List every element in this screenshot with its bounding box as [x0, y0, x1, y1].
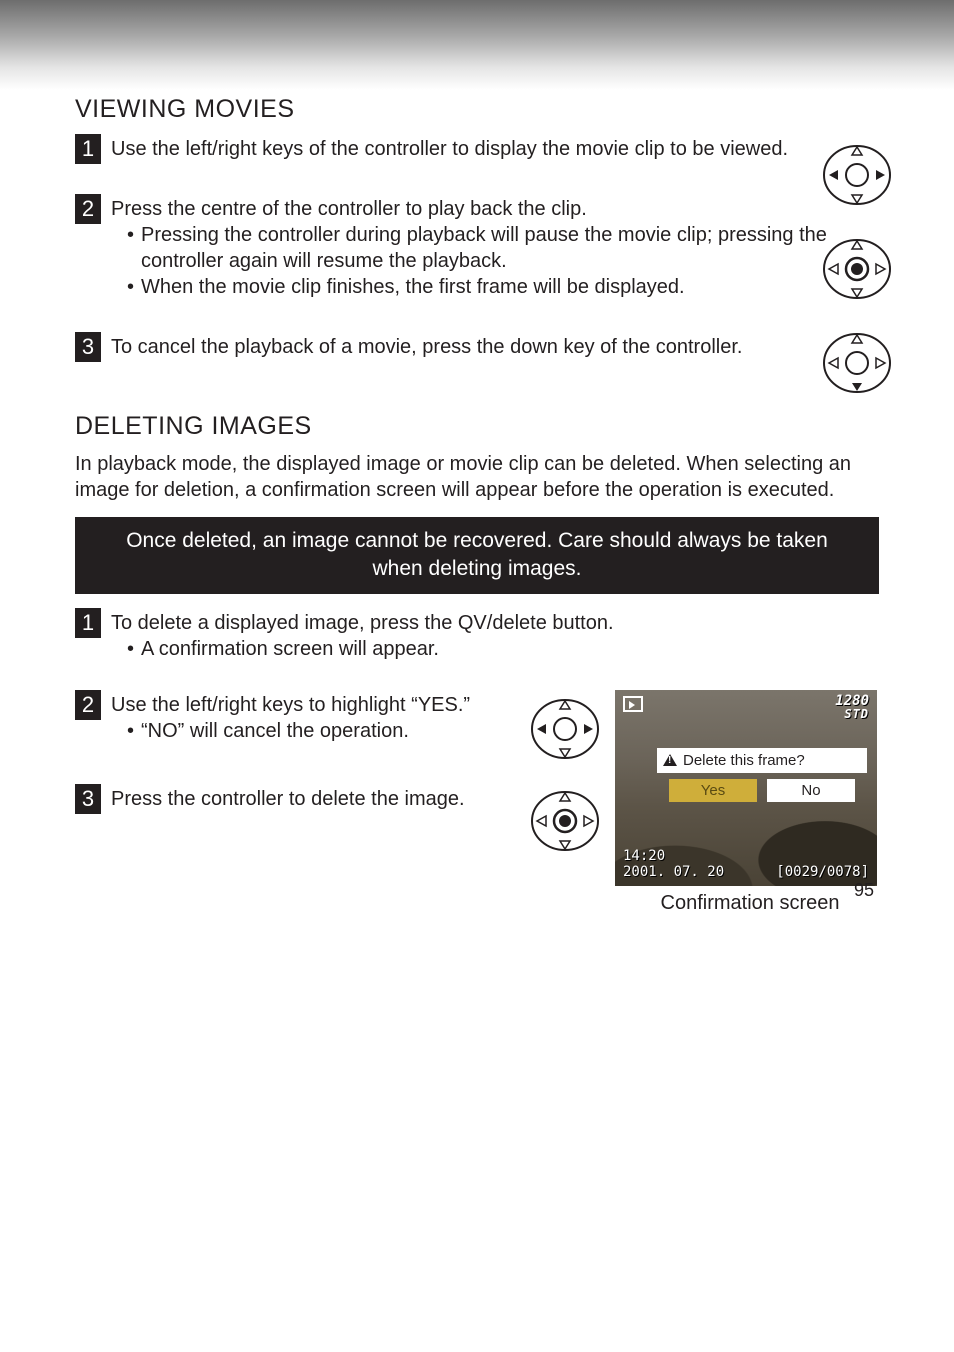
step-bullets: A confirmation screen will appear. — [111, 636, 879, 662]
step-number: 1 — [75, 608, 101, 638]
lcd-bottom-left: 14:20 2001. 07. 20 — [623, 848, 724, 880]
step-body: Use the left/right keys to highlight “YE… — [111, 690, 515, 744]
confirmation-screen-column: 1280 STD Delete this frame? Yes No 14:20 — [615, 690, 885, 915]
section-heading-deleting: DELETING IMAGES — [75, 412, 879, 441]
delete-dialog: Delete this frame? Yes No — [657, 748, 867, 802]
delete-steps-column: 2 Use the left/right keys to highlight “… — [75, 690, 515, 832]
lcd-date: 2001. 07. 20 — [623, 864, 724, 880]
bullet: Pressing the controller during playback … — [127, 222, 879, 274]
controller-leftright-icon — [822, 140, 892, 210]
step-row: 1 Use the left/right keys of the control… — [75, 134, 879, 164]
step-row: 2 Use the left/right keys to highlight “… — [75, 690, 515, 744]
step-row: 3 To cancel the playback of a movie, pre… — [75, 332, 879, 362]
screen-caption: Confirmation screen — [615, 892, 885, 915]
dialog-no-button[interactable]: No — [767, 779, 855, 802]
section-heading-viewing: VIEWING MOVIES — [75, 95, 879, 124]
dialog-buttons: Yes No — [657, 779, 867, 802]
bullet: “NO” will cancel the operation. — [127, 718, 515, 744]
lcd-time: 14:20 — [623, 848, 724, 864]
lcd-top-right: 1280 STD — [835, 694, 869, 721]
step-bullets: “NO” will cancel the operation. — [111, 718, 515, 744]
step-row: 3 Press the controller to delete the ima… — [75, 784, 515, 814]
bullet: A confirmation screen will appear. — [127, 636, 879, 662]
step-number: 3 — [75, 332, 101, 362]
quality-label: STD — [835, 708, 869, 721]
controller-icons-column — [822, 140, 892, 398]
step-bullets: Pressing the controller during playback … — [111, 222, 879, 300]
step-body: To delete a displayed image, press the Q… — [111, 608, 879, 662]
warning-box: Once deleted, an image cannot be recover… — [75, 517, 879, 594]
intro-paragraph: In playback mode, the displayed image or… — [75, 451, 879, 503]
controller-leftright-icon — [530, 694, 600, 764]
warning-icon — [663, 754, 677, 766]
step-text: To cancel the playback of a movie, press… — [111, 332, 879, 360]
step-text: Use the left/right keys to highlight “YE… — [111, 694, 470, 716]
delete-lower-row: 2 Use the left/right keys to highlight “… — [75, 690, 879, 915]
controller-center-icon — [530, 786, 600, 856]
page-content: VIEWING MOVIES 1 Use the left/right keys… — [0, 90, 954, 915]
bullet: When the movie clip finishes, the first … — [127, 274, 879, 300]
controller-down-icon — [822, 328, 892, 398]
confirmation-screen: 1280 STD Delete this frame? Yes No 14:20 — [615, 690, 877, 886]
step-row: 1 To delete a displayed image, press the… — [75, 608, 879, 662]
step-number: 3 — [75, 784, 101, 814]
step-number: 2 — [75, 690, 101, 720]
step-text: Press the centre of the controller to pl… — [111, 198, 587, 220]
header-gradient — [0, 0, 954, 90]
resolution-label: 1280 — [835, 694, 869, 709]
step-text: To delete a displayed image, press the Q… — [111, 612, 614, 634]
lcd-counter: [0029/0078] — [776, 864, 869, 880]
step-number: 2 — [75, 194, 101, 224]
delete-controller-icons — [525, 690, 605, 856]
controller-center-icon — [822, 234, 892, 304]
dialog-question: Delete this frame? — [683, 752, 805, 769]
step-body: Press the centre of the controller to pl… — [111, 194, 879, 300]
step-row: 2 Press the centre of the controller to … — [75, 194, 879, 300]
dialog-question-row: Delete this frame? — [657, 748, 867, 773]
step-number: 1 — [75, 134, 101, 164]
dialog-yes-button[interactable]: Yes — [669, 779, 757, 802]
step-text: Press the controller to delete the image… — [111, 784, 515, 812]
playback-mode-icon — [623, 696, 643, 712]
page-number: 95 — [854, 880, 874, 901]
step-text: Use the left/right keys of the controlle… — [111, 134, 879, 162]
